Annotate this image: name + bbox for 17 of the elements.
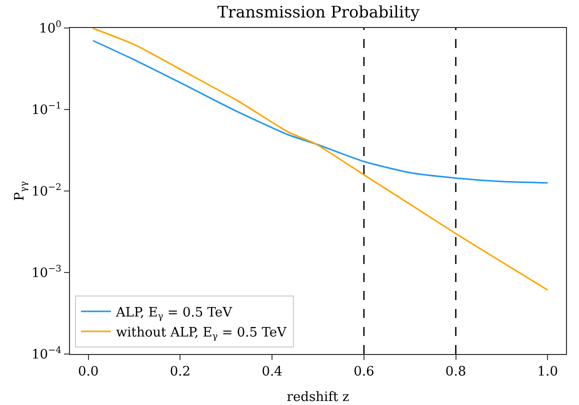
- x-tick-label: 0.4: [262, 364, 282, 380]
- x-axis-title: redshift z: [286, 390, 350, 405]
- chart-title: Transmission Probability: [217, 2, 420, 22]
- y-tick-label: 10$^{−2}$: [31, 183, 62, 200]
- y-tick-label: 10$^{−1}$: [31, 102, 62, 118]
- line-series: [92, 28, 548, 291]
- x-tick-label: 0.2: [170, 364, 191, 380]
- legend-label: ALP, E$_{γ}$ = 0.5 TeV: [114, 306, 233, 322]
- y-tick-label: 10$^{−4}$: [31, 346, 62, 363]
- line-series: [92, 40, 548, 184]
- x-tick-label: 1.0: [537, 364, 558, 380]
- x-tick-label: 0.6: [354, 364, 374, 380]
- y-tick-label: 10$^{−3}$: [31, 264, 62, 282]
- y-tick-label: 10$^{0}$: [39, 20, 62, 37]
- x-tick-label: 0.0: [78, 364, 99, 380]
- x-tick-label: 0.8: [445, 364, 466, 380]
- legend-label: without ALP, E$_{γ}$ = 0.5 TeV: [116, 325, 288, 342]
